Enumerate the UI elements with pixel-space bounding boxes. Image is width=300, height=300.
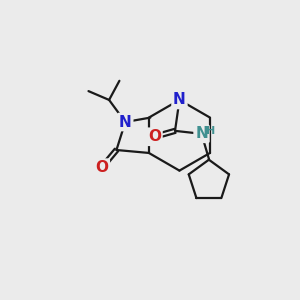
Text: N: N <box>173 92 186 107</box>
Text: O: O <box>148 129 161 144</box>
Text: N: N <box>119 115 132 130</box>
Text: H: H <box>206 126 216 136</box>
Text: N: N <box>195 126 208 141</box>
Text: O: O <box>95 160 108 175</box>
